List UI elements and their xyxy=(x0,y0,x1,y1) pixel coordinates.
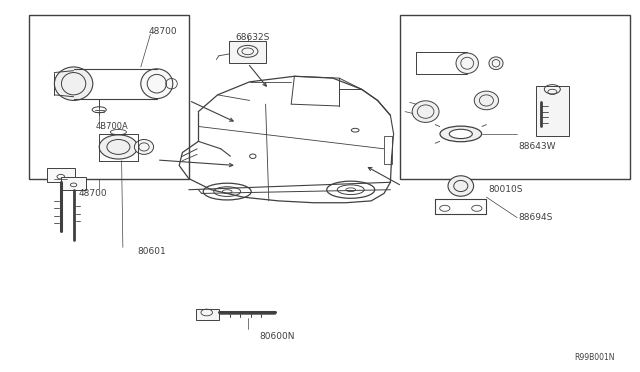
Ellipse shape xyxy=(440,126,481,142)
Ellipse shape xyxy=(134,140,154,154)
Text: 68632S: 68632S xyxy=(236,33,270,42)
Bar xyxy=(47,168,75,182)
Ellipse shape xyxy=(449,129,472,138)
Text: 4B700A: 4B700A xyxy=(95,122,129,131)
Ellipse shape xyxy=(474,91,499,110)
Text: 48700: 48700 xyxy=(79,189,107,198)
Bar xyxy=(229,41,266,63)
Ellipse shape xyxy=(489,57,503,70)
Text: 88694S: 88694S xyxy=(518,213,553,222)
Bar xyxy=(384,136,392,164)
Bar xyxy=(61,177,86,190)
Text: 80600N: 80600N xyxy=(259,332,294,341)
Ellipse shape xyxy=(412,101,439,122)
Text: R99B001N: R99B001N xyxy=(574,353,614,362)
Ellipse shape xyxy=(448,176,474,196)
Bar xyxy=(536,86,569,136)
Text: 80010S: 80010S xyxy=(488,185,523,194)
Text: 88643W: 88643W xyxy=(518,142,556,151)
Text: 48700: 48700 xyxy=(149,27,177,36)
Ellipse shape xyxy=(141,69,173,99)
Ellipse shape xyxy=(456,53,479,74)
Ellipse shape xyxy=(54,67,93,100)
Bar xyxy=(400,15,630,179)
Ellipse shape xyxy=(99,135,138,159)
Bar xyxy=(29,15,189,179)
Text: 80601: 80601 xyxy=(138,247,166,256)
Bar xyxy=(196,309,219,320)
